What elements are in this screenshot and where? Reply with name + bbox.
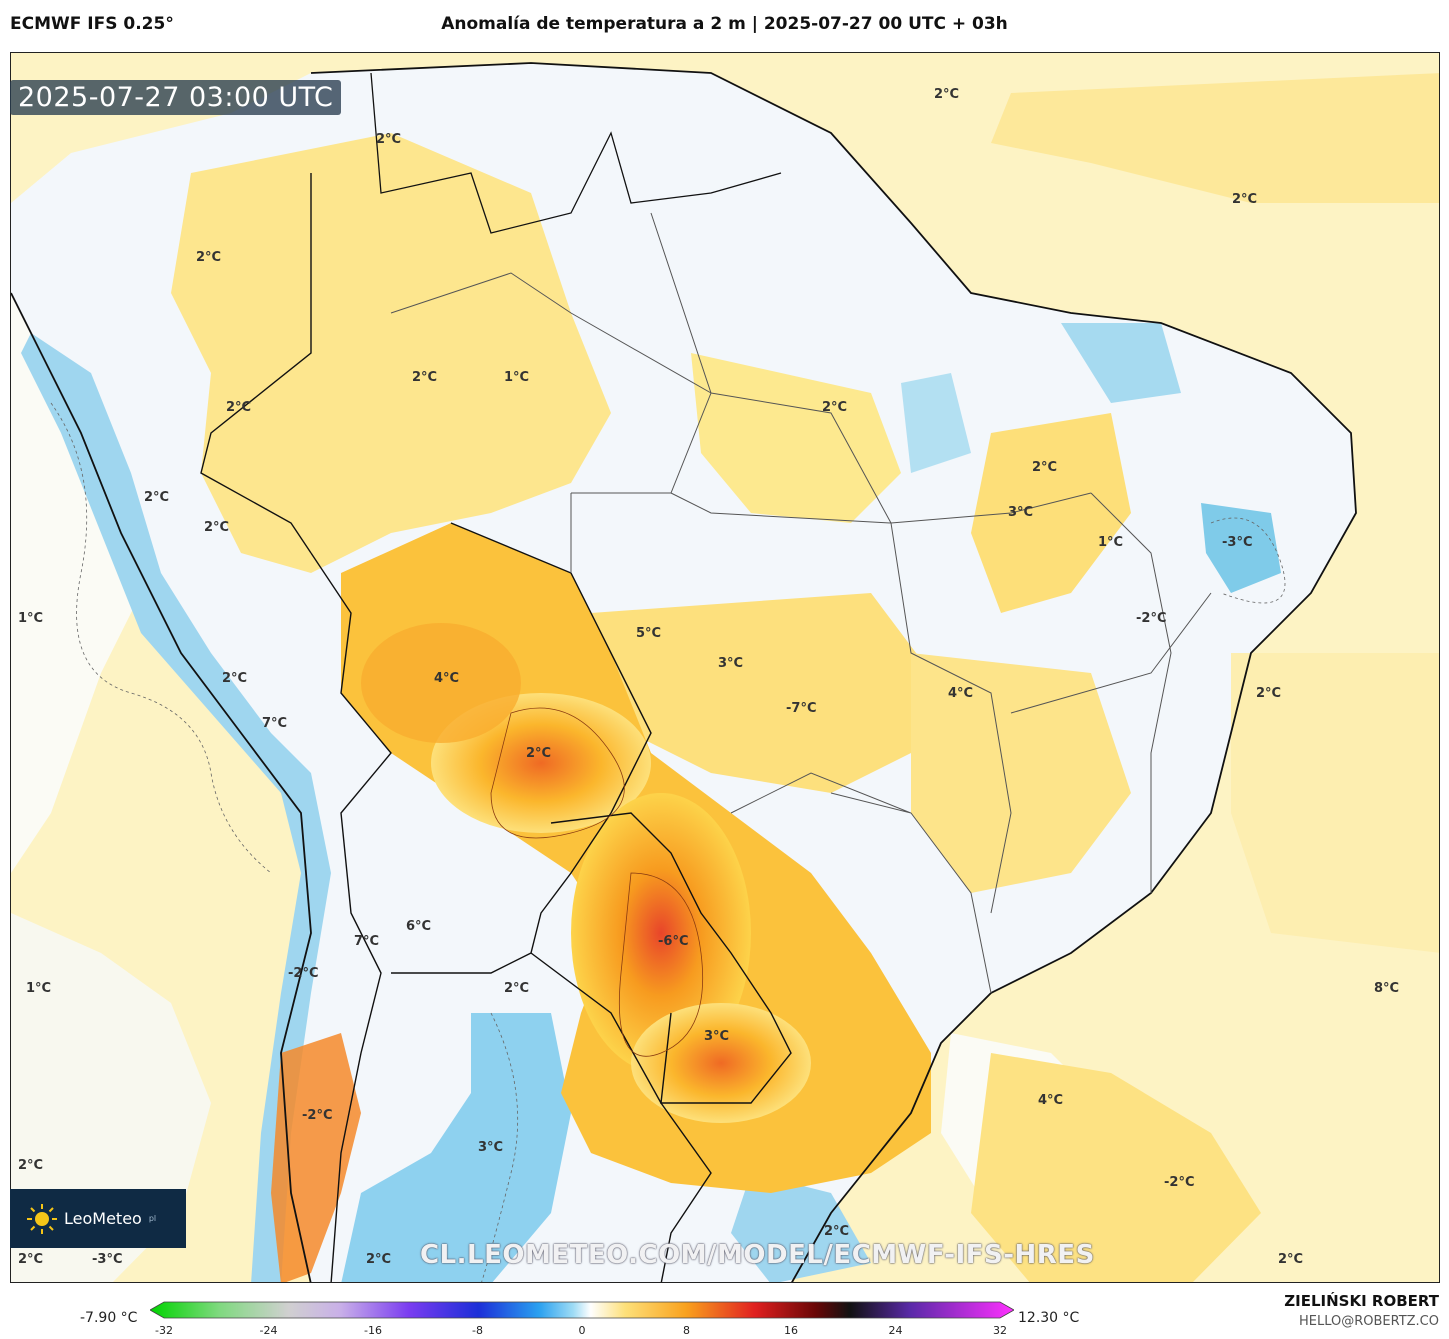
colorbar-tick-label: 16 <box>784 1324 798 1337</box>
map-label: 2°C <box>144 490 170 505</box>
map-label: -3°C <box>92 1252 123 1267</box>
colorbar-tick-label: -24 <box>259 1324 278 1337</box>
map-label: 1°C <box>26 981 52 996</box>
map-label: 2°C <box>412 370 438 385</box>
map-label: 2°C <box>204 520 230 535</box>
colorbar-tick-label: 24 <box>888 1324 903 1337</box>
map-label: 2°C <box>1256 686 1282 701</box>
map-label: -6°C <box>658 934 689 949</box>
valid-time-badge: 2025-07-27 03:00 UTC <box>10 80 342 115</box>
map-label: 3°C <box>704 1029 730 1044</box>
map-label: -2°C <box>288 966 319 981</box>
map-label: 4°C <box>434 671 460 686</box>
map-label: 2°C <box>504 981 530 996</box>
map-label: -2°C <box>1164 1175 1195 1190</box>
map-label: 1°C <box>1098 535 1124 550</box>
colorbar-tick-label: 0 <box>578 1324 586 1337</box>
map-label: 2°C <box>1232 192 1258 207</box>
map-label: 2°C <box>824 1224 850 1239</box>
map-label: 2°C <box>18 1252 44 1267</box>
author-credit: ZIELIŃSKI ROBERT <box>1284 1292 1439 1310</box>
map-label: 2°C <box>222 671 248 686</box>
map-label: 6°C <box>406 919 432 934</box>
leometeo-logo: LeoMeteo pl <box>10 1189 186 1248</box>
source-watermark: CL.LEOMETEO.COM/MODEL/ECMWF-IFS-HRES <box>420 1240 1095 1270</box>
map-label: -7°C <box>786 701 817 716</box>
colorbar-tick-label: -32 <box>155 1324 173 1337</box>
colorbar-max-label: 12.30 °C <box>1018 1310 1080 1326</box>
map-label: 3°C <box>1008 505 1034 520</box>
map-label: 4°C <box>948 686 974 701</box>
map-label: 2°C <box>18 1158 44 1173</box>
map-label: 2°C <box>1278 1252 1304 1267</box>
map-label: 5°C <box>636 626 662 641</box>
map-graphic <box>11 53 1439 1282</box>
temperature-anomaly-map[interactable] <box>10 52 1440 1283</box>
map-label: 2°C <box>196 250 222 265</box>
logo-name: LeoMeteo <box>64 1209 142 1228</box>
map-label: -2°C <box>302 1108 333 1123</box>
colorbar-scale <box>150 1301 1014 1319</box>
sun-icon <box>27 1203 57 1234</box>
map-title: Anomalía de temperatura a 2 m | 2025-07-… <box>441 14 1008 34</box>
colorbar-tick-label: 8 <box>683 1324 690 1337</box>
map-label: 8°C <box>1374 981 1400 996</box>
map-label: 7°C <box>262 716 288 731</box>
colorbar-tick-label: -16 <box>364 1324 382 1337</box>
map-label: 2°C <box>366 1252 392 1267</box>
map-label: -2°C <box>1136 611 1167 626</box>
map-label: 3°C <box>718 656 744 671</box>
colorbar: -7.90 °C -32 -24 -16- <box>0 1290 1449 1339</box>
model-title: ECMWF IFS 0.25° <box>10 14 174 34</box>
colorbar-tick-label: 32 <box>993 1324 1007 1337</box>
map-label: 3°C <box>478 1140 504 1155</box>
map-label: 1°C <box>18 611 44 626</box>
map-label: 2°C <box>526 746 552 761</box>
map-label: 2°C <box>376 132 402 147</box>
map-label: 2°C <box>226 400 252 415</box>
logo-suffix: pl <box>148 1214 157 1223</box>
map-label: 2°C <box>934 87 960 102</box>
colorbar-min-label: -7.90 °C <box>80 1310 138 1326</box>
author-email: HELLO@ROBERTZ.CO <box>1298 1314 1439 1329</box>
map-label: 7°C <box>354 934 380 949</box>
map-label: 2°C <box>822 400 848 415</box>
colorbar-tick-label: -8 <box>472 1324 483 1337</box>
map-label: -3°C <box>1222 535 1253 550</box>
map-label: 1°C <box>504 370 530 385</box>
map-label: 2°C <box>1032 460 1058 475</box>
map-label: 4°C <box>1038 1093 1064 1108</box>
